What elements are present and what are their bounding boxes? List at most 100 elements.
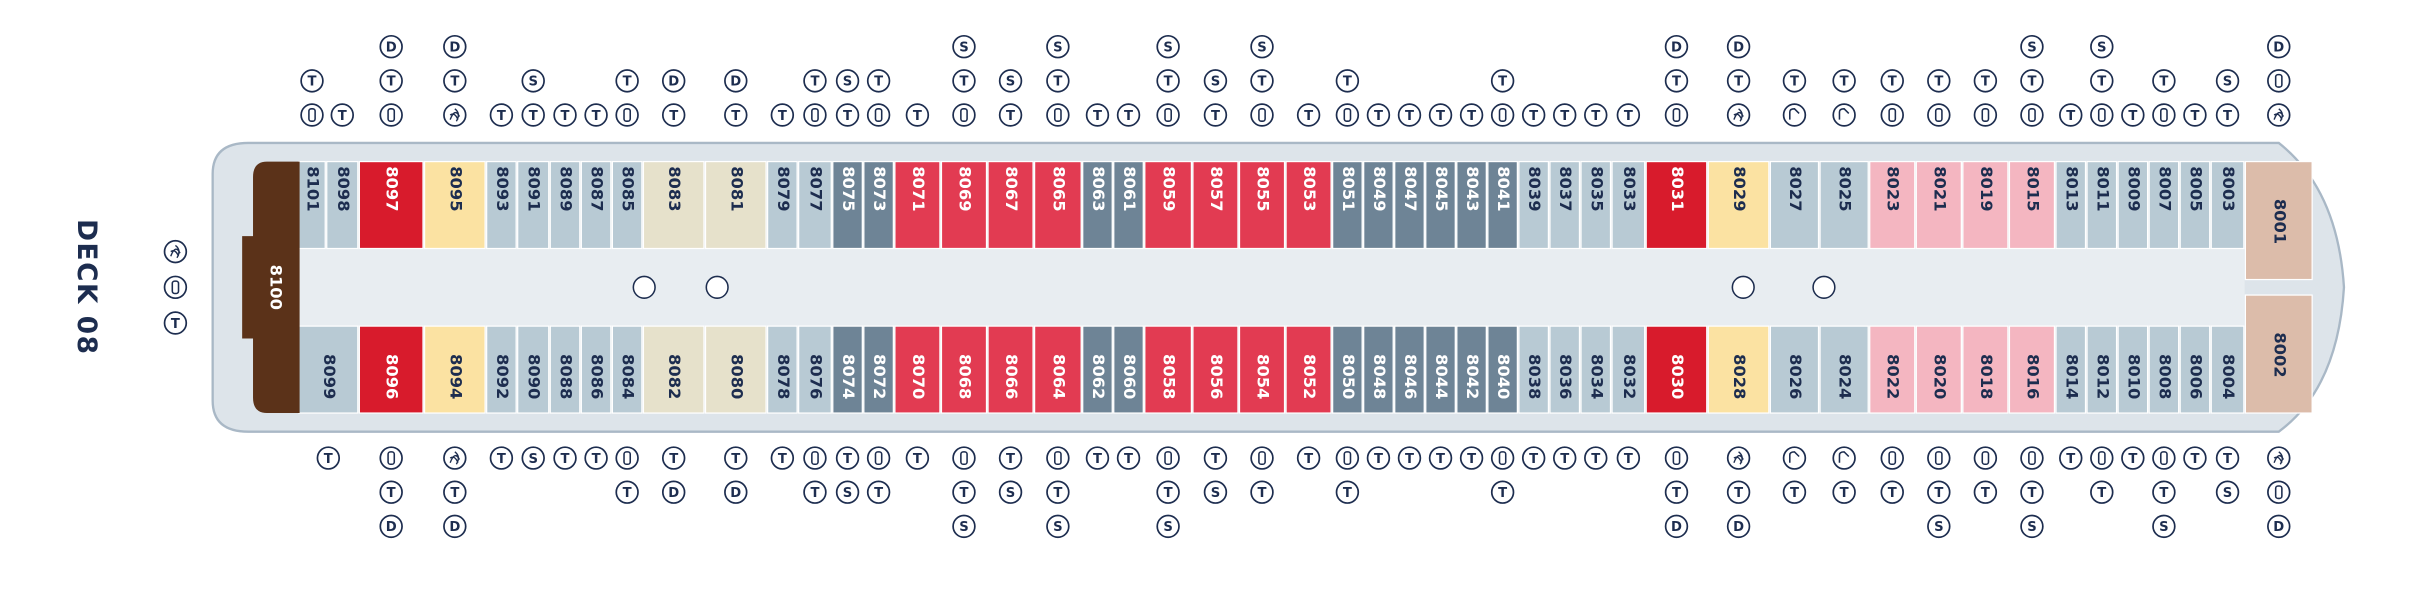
cabin-icon: T [803, 69, 827, 93]
cabin [832, 160, 863, 250]
cabin-number: 8073 [870, 166, 889, 211]
cabin-number: 8041 [1494, 166, 1513, 211]
cabin-number: 8096 [383, 354, 402, 399]
cabin [298, 325, 359, 414]
icon-ring [521, 103, 545, 127]
cabin [1113, 160, 1144, 250]
cabin-icon [2020, 103, 2044, 127]
icon-letter: S [2223, 486, 2233, 501]
cabin-number: 8075 [839, 166, 858, 211]
bath-symbol [811, 451, 819, 466]
cabin-icon: T [1203, 103, 1228, 127]
cabin-icon: S [1156, 34, 1180, 59]
cabin-number: 8064 [1049, 354, 1068, 399]
icon-ring [998, 446, 1023, 470]
cabin-number: 8058 [1160, 354, 1179, 399]
icon-letter: T [2027, 75, 2036, 90]
cabin-number: 8089 [557, 166, 576, 211]
icon-letter: T [2190, 452, 2199, 467]
cabin-icon: T [584, 446, 608, 470]
icon-ring [489, 446, 514, 470]
icon-ring [1832, 480, 1856, 504]
bath-symbol [623, 451, 632, 466]
cabin [1549, 160, 1581, 250]
icon-letter: T [592, 109, 601, 124]
icon-letter: T [2066, 452, 2075, 467]
icon-ring [2020, 69, 2044, 93]
cabin-icon: T [1584, 446, 1608, 470]
icon-ring [1046, 103, 1070, 127]
cabin [1363, 325, 1394, 414]
icon-ring [1782, 446, 1807, 470]
cabin-icon: S [2020, 514, 2044, 539]
cabin-icon [379, 446, 403, 470]
icon-ring [1490, 480, 1515, 504]
icon-ring [905, 103, 930, 127]
cabin-icon: D [1726, 514, 1751, 539]
icon-ring [1782, 480, 1807, 504]
cabin-icon: T [2090, 480, 2114, 504]
icon-ring [952, 103, 976, 127]
cabin [1394, 160, 1425, 250]
cabin-number: 8056 [1207, 354, 1226, 399]
icon-ring [615, 103, 639, 127]
icon-letter: T [1343, 486, 1352, 501]
cabin-icon: S [521, 446, 545, 470]
cabin [642, 160, 705, 250]
cabin-number: 8066 [1002, 354, 1021, 399]
cabin [2008, 160, 2056, 250]
cabin-number: 8065 [1049, 166, 1068, 211]
bath-symbol [2160, 108, 2168, 122]
icon-letter: D [1671, 40, 1682, 55]
cabin [1363, 160, 1394, 250]
lift-symbol [705, 275, 729, 299]
icon-letter: S [1211, 486, 1221, 501]
icon-ring [1880, 103, 1904, 127]
icon-letter: T [497, 452, 506, 467]
icon-ring [952, 34, 976, 59]
cabin [549, 325, 581, 414]
icon-ring [2267, 480, 2291, 504]
cabin [1238, 160, 1286, 250]
cabin-number: 8079 [774, 166, 793, 211]
cabin-icon: D [379, 514, 403, 539]
cabin-number: 8069 [955, 166, 974, 211]
icon-ring [2090, 34, 2114, 59]
icon-letter: T [2223, 109, 2232, 124]
icon-letter: T [324, 452, 333, 467]
icon-letter: T [1529, 109, 1538, 124]
icon-ring [300, 103, 324, 127]
cabin-icon [2090, 103, 2114, 127]
cabin-number: 8090 [525, 354, 544, 399]
cabin-number: 8009 [2124, 166, 2143, 211]
icon-ring [2152, 69, 2176, 93]
cabin-number: 8023 [1884, 166, 1903, 211]
icon-letter: T [1560, 109, 1569, 124]
icon-letter: T [669, 109, 678, 124]
icon-ring [952, 69, 976, 93]
icon-letter: S [1053, 40, 1063, 55]
icon-ring [1927, 480, 1951, 504]
icon-ring [443, 480, 467, 504]
icon-ring [1397, 103, 1422, 127]
cabin-number: 8014 [2062, 354, 2081, 399]
cabin-icon: T [1880, 69, 1904, 93]
cabin-number: 8015 [2023, 166, 2042, 211]
cabin-number: 8010 [2124, 354, 2143, 399]
cabin [1332, 325, 1363, 414]
lift-symbol [1731, 275, 1755, 299]
icon-ring [724, 480, 748, 504]
bath-symbol [2097, 451, 2106, 466]
icon-ring [1046, 514, 1070, 539]
icon-ring [1973, 446, 1998, 470]
cabin-icon: T [952, 480, 976, 504]
icon-letter: T [1981, 486, 1990, 501]
cabin-number: 8092 [493, 354, 512, 399]
cabin [611, 325, 643, 414]
cabin-number: 8047 [1401, 166, 1420, 211]
icon-letter: T [450, 75, 459, 90]
cabin-icon: T [1927, 69, 1951, 93]
cabin-icon: T [443, 69, 467, 93]
cabin-number: 8082 [665, 354, 684, 399]
cabin-number: 8039 [1525, 166, 1544, 211]
